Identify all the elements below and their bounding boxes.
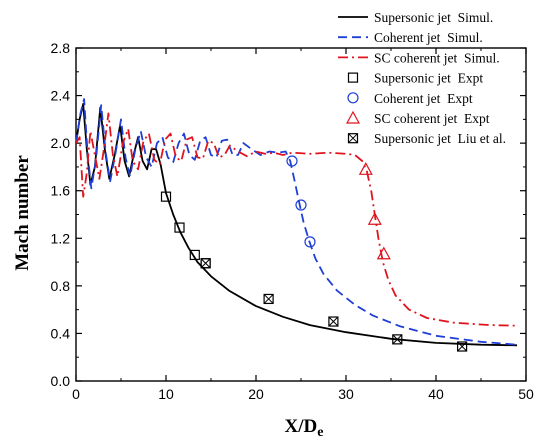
y-tick-label: 0.4	[51, 325, 71, 341]
boxed-x-marker-diag2	[457, 341, 467, 352]
legend-label-sc-coherent-jet-simul: SC coherent jet Simul.	[374, 50, 500, 65]
circle-marker-shape	[295, 199, 307, 211]
data-point-supersonic-jet-expt	[174, 222, 185, 233]
data-point-supersonic-jet-expt	[160, 191, 172, 202]
y-tick-label: 2.0	[51, 135, 71, 151]
legend: Supersonic jet Simul. Coherent jet Simul.…	[338, 10, 506, 146]
triangle-marker-shape	[367, 212, 382, 225]
data-point-supersonic-jet-liu-et-al	[328, 316, 339, 327]
x-axis-title-subscript: e	[317, 425, 323, 440]
y-tick-label: 2.4	[51, 88, 71, 104]
data-point-supersonic-jet-liu-et-al	[200, 258, 211, 269]
y-tick-label: 0.8	[51, 278, 71, 294]
data-point-sc-coherent-jet-expt	[367, 212, 382, 225]
boxed-x-marker-box	[347, 133, 359, 144]
y-tick-label: 2.8	[51, 40, 71, 56]
triangle-marker-shape	[376, 246, 391, 260]
circle-marker-shape	[347, 92, 359, 104]
data-point-supersonic-jet-liu-et-al	[392, 334, 403, 345]
triangle-marker-shape	[345, 110, 361, 124]
square-marker-shape	[160, 191, 172, 202]
boxed-x-marker-box	[457, 341, 468, 352]
boxed-x-marker-diag2	[348, 133, 358, 144]
legend-label-coherent-jet-simul: Coherent jet Simul.	[374, 30, 483, 45]
x-tick-label: 20	[248, 386, 264, 402]
boxed-x-marker-box	[328, 316, 339, 327]
x-tick-label: 10	[158, 386, 174, 402]
legend-label-coherent-jet-expt: Coherent jet Expt	[374, 91, 473, 106]
data-point-coherent-jet-expt	[286, 155, 298, 167]
legend-label-supersonic-jet-simul: Supersonic jet Simul.	[374, 10, 493, 25]
x-axis-title: X/De	[285, 416, 324, 440]
x-tick-label: 30	[338, 386, 354, 402]
data-point-supersonic-jet-expt	[189, 249, 200, 261]
square-marker-shape	[174, 222, 185, 233]
data-point-sc-coherent-jet-expt	[376, 246, 391, 260]
x-tick-label: 0	[72, 386, 80, 402]
legend-swatch-supersonic-jet-expt	[347, 72, 359, 83]
ticks: 0 10 20 30 40 50 0.0 0.4 0.8 1.2 1.6 2.0 2.4 2.8	[51, 40, 534, 402]
x-tick-label: 40	[428, 386, 444, 402]
square-marker-shape	[189, 249, 200, 261]
legend-swatch-coherent-jet-expt	[347, 92, 359, 104]
data-point-coherent-jet-expt	[295, 199, 307, 211]
boxed-x-marker-diag2	[263, 294, 274, 304]
legend-swatch-sc-coherent-jet-expt	[345, 110, 361, 124]
square-marker-shape	[347, 72, 359, 83]
data-point-coherent-jet-expt	[304, 236, 316, 248]
boxed-x-marker-box	[392, 334, 403, 345]
x-tick-label: 50	[518, 386, 534, 402]
data-point-supersonic-jet-liu-et-al	[457, 341, 468, 352]
boxed-x-marker-diag2	[328, 316, 339, 327]
y-tick-label: 0.0	[51, 373, 71, 389]
boxed-x-marker-box	[263, 293, 274, 305]
legend-label-supersonic-jet-expt: Supersonic jet Expt	[374, 71, 483, 86]
circle-marker-shape	[304, 236, 316, 248]
boxed-x-marker-box	[200, 258, 211, 269]
data-point-supersonic-jet-liu-et-al	[263, 293, 274, 305]
plot-area	[75, 98, 518, 352]
boxed-x-marker-diag2	[392, 334, 403, 345]
y-axis-title: Mach number	[12, 155, 33, 271]
y-tick-label: 1.2	[51, 230, 71, 246]
legend-label-supersonic-jet-liu-et-al: Supersonic jet Liu et al.	[374, 131, 506, 146]
data-point-sc-coherent-jet-expt	[358, 162, 373, 175]
x-axis-title-main: X/D	[285, 416, 318, 437]
y-tick-label: 1.6	[51, 183, 71, 199]
triangle-marker-shape	[358, 162, 373, 175]
legend-swatch-supersonic-jet-liu-et-al	[347, 133, 359, 144]
legend-label-sc-coherent-jet-expt: SC coherent jet Expt	[374, 111, 490, 126]
circle-marker-shape	[286, 155, 298, 167]
series-line-sc-coherent-jet-simul	[75, 112, 518, 327]
boxed-x-marker-diag2	[200, 258, 211, 269]
